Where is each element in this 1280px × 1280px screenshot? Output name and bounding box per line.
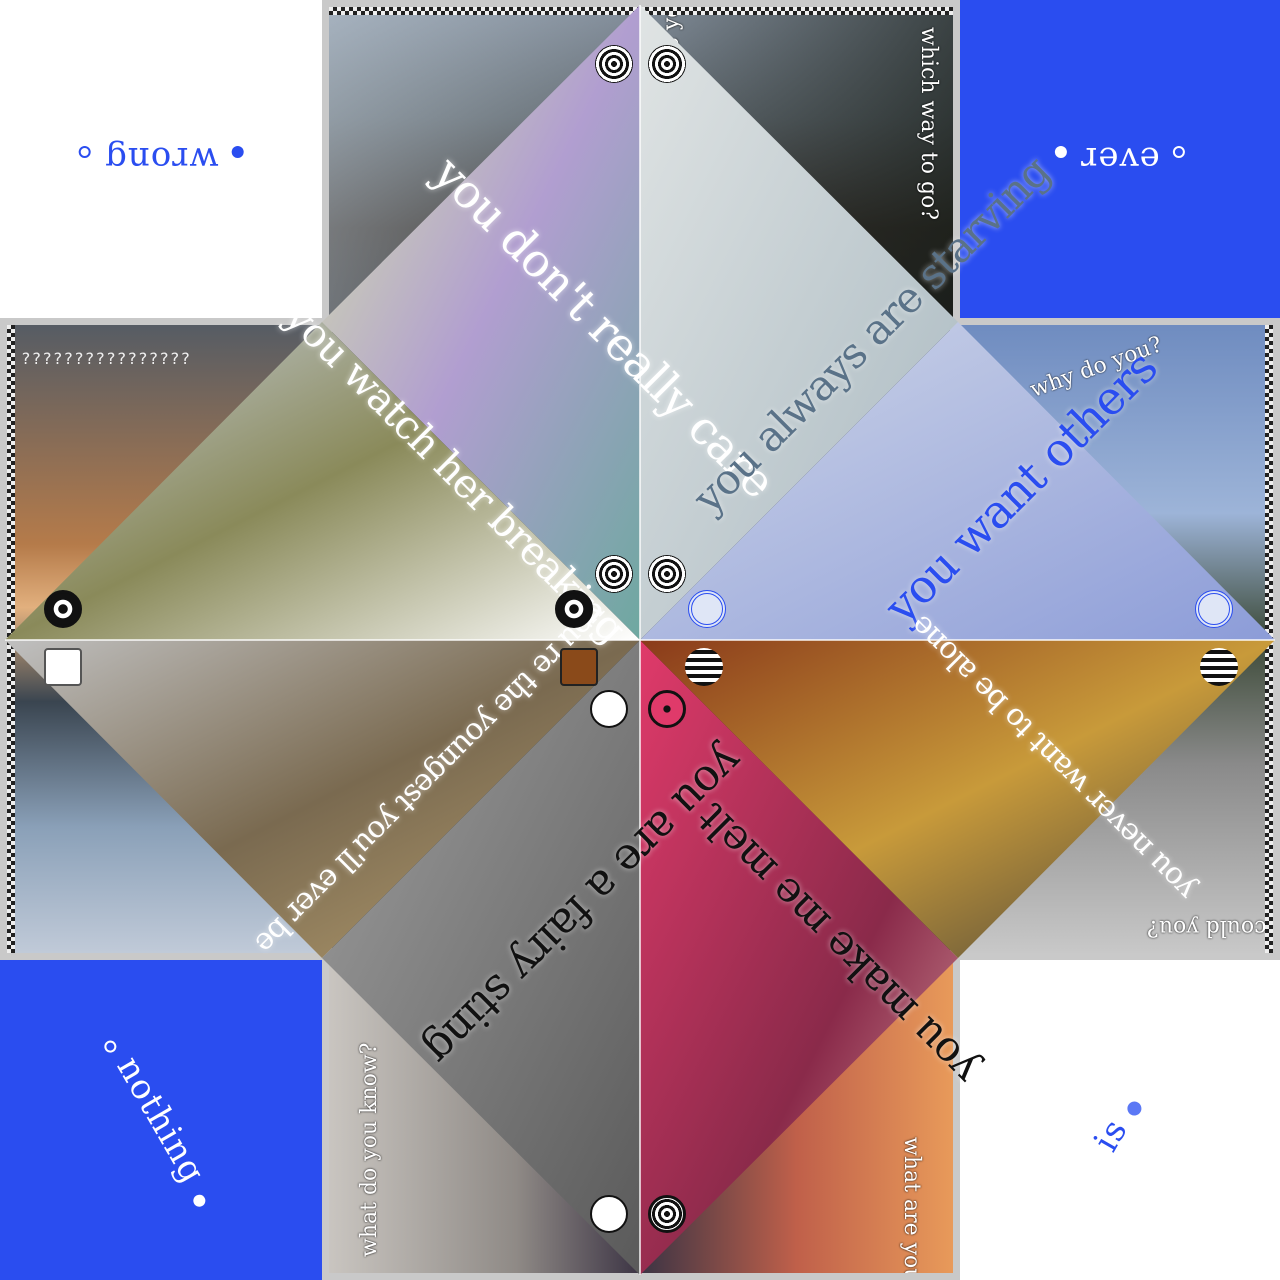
triangle-bottom-left [5, 640, 640, 958]
spiral-icon [648, 555, 686, 593]
spiral-icon [648, 45, 686, 83]
target-icon [648, 690, 686, 728]
corner-bottom-left: nothing [0, 960, 322, 1280]
triangle-bottom [322, 640, 640, 1275]
triangle-bottom-right [640, 640, 958, 1275]
triangle-right [640, 322, 1275, 640]
stripes-icon [685, 648, 723, 686]
corner-top-left: wrong [0, 0, 322, 318]
target-icon [648, 1195, 686, 1233]
gem-icon [560, 648, 598, 686]
question-marks-row: ???????????????? [21, 349, 192, 368]
gem-icon [44, 648, 82, 686]
spiral-icon [595, 45, 633, 83]
star-circle-icon [688, 590, 726, 628]
triangle-right-lower [640, 640, 1275, 958]
spiral-icon [595, 555, 633, 593]
triangle-left [5, 322, 640, 640]
eye-icon [555, 590, 593, 628]
corner-bottom-right: is [960, 960, 1280, 1280]
star-circle-icon [1195, 590, 1233, 628]
wave-icon [590, 690, 628, 728]
triangle-top-right [640, 5, 958, 640]
triangle-top-left [322, 5, 640, 640]
wave-icon [590, 1195, 628, 1233]
stripes-icon [1200, 648, 1238, 686]
eye-icon [44, 590, 82, 628]
corner-top-right: ever [960, 0, 1280, 318]
